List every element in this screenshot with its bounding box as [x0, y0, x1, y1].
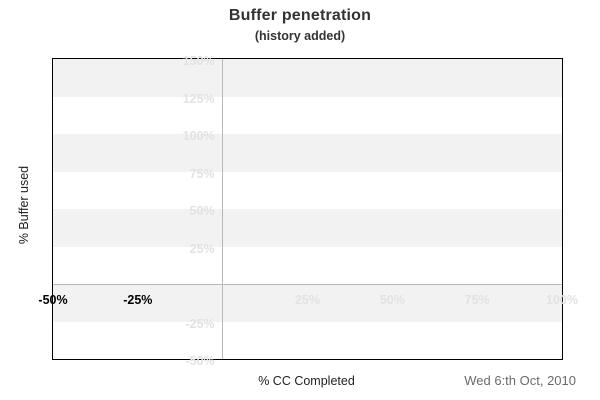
y-tick-label: 150%	[182, 54, 215, 68]
plot-area: 150% 125% 100% 75% 50% 25% -25% -50% -50% -25% 25%…	[38, 54, 578, 368]
plot-band	[53, 246, 562, 284]
plot-band	[53, 59, 562, 97]
y-tick-label: 50%	[189, 204, 215, 218]
plot-band	[53, 134, 562, 172]
x-tick-label: 50%	[379, 293, 405, 307]
x-axis-title: % CC Completed	[258, 374, 355, 388]
y-tick-label: -50%	[185, 354, 215, 368]
x-tick-label: 75%	[464, 293, 490, 307]
plot-band	[53, 321, 562, 359]
x-tick-label: -50%	[38, 293, 68, 307]
y-axis-title: % Buffer used	[17, 165, 31, 245]
plot-band	[53, 96, 562, 134]
plot-band	[53, 209, 562, 247]
date-stamp: Wed 6:th Oct, 2010	[464, 373, 576, 388]
x-tick-label: -25%	[123, 293, 153, 307]
y-tick-label: -25%	[185, 316, 215, 331]
x-tick-label: 25%	[294, 293, 321, 307]
x-zero-gridline	[222, 59, 224, 359]
chart-subtitle: (history added)	[254, 29, 346, 43]
y-zero-gridline	[53, 283, 562, 285]
plot-band	[53, 171, 562, 209]
y-tick-label: 125%	[182, 91, 215, 106]
y-tick-label: 75%	[189, 166, 215, 181]
chart-title: Buffer penetration	[228, 7, 372, 24]
plot-band	[53, 284, 562, 322]
y-tick-label: 100%	[182, 129, 215, 143]
x-tick-label: 100%	[546, 293, 578, 307]
y-tick-label: 25%	[189, 241, 215, 256]
